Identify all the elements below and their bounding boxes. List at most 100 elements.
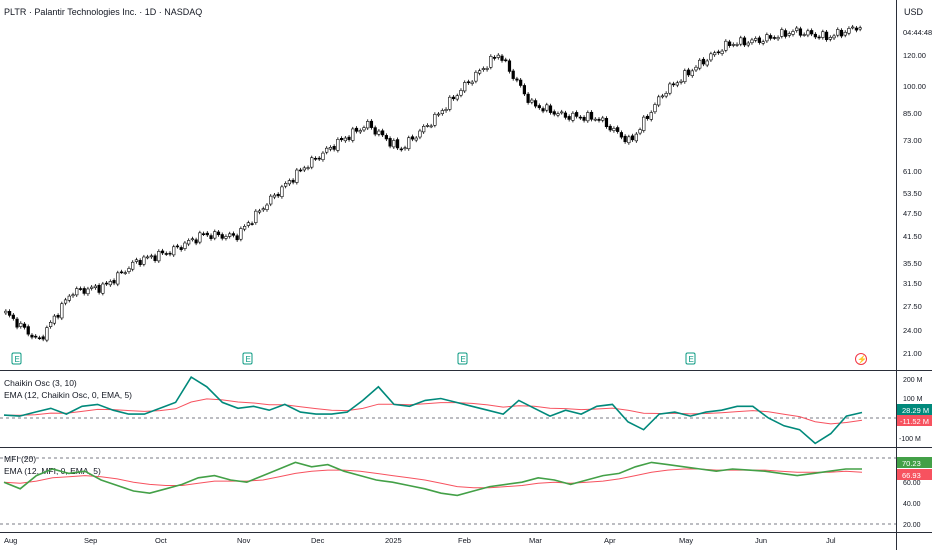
- candle-body: [720, 50, 724, 54]
- candle-body: [765, 34, 769, 42]
- chaikin-ema-label: -11.52 M: [900, 417, 929, 426]
- candle-body: [291, 179, 295, 183]
- candle-body: [34, 335, 38, 338]
- candle-body: [593, 118, 597, 121]
- candle-body: [280, 186, 284, 197]
- candle-body: [858, 27, 862, 30]
- candle-body: [366, 121, 370, 129]
- candle-body: [339, 138, 344, 141]
- mfi-tick: 60.00: [903, 480, 921, 487]
- candle-body: [146, 256, 150, 259]
- earnings-marker-box[interactable]: [457, 352, 468, 365]
- mfi-ema-badge: [897, 469, 932, 480]
- candle-body: [410, 136, 415, 140]
- candle-body: [645, 115, 650, 119]
- candle-body: [716, 51, 720, 54]
- candle-body: [709, 53, 713, 61]
- candle-body: [388, 138, 392, 147]
- candle-body: [742, 37, 747, 46]
- candle-body: [377, 130, 381, 135]
- candle-body: [56, 314, 60, 318]
- candle-body: [49, 321, 53, 327]
- time-label: Nov: [237, 536, 251, 545]
- candle-body: [754, 38, 758, 41]
- time-label: Aug: [4, 536, 17, 545]
- candle-body: [515, 78, 519, 81]
- price-tick: 24.00: [903, 326, 922, 335]
- candle-body: [672, 83, 676, 86]
- candle-body: [179, 247, 183, 250]
- candle-body: [727, 41, 732, 46]
- candle-body: [123, 272, 127, 274]
- candle-body: [216, 231, 221, 236]
- candle-body: [433, 113, 437, 126]
- candle-body: [67, 295, 71, 301]
- candle-body: [843, 31, 847, 36]
- candle-body: [533, 100, 538, 107]
- candle-body: [134, 259, 139, 262]
- candle-body: [683, 70, 687, 83]
- candle-body: [735, 44, 739, 46]
- candle-body: [802, 34, 806, 36]
- candle-body: [694, 66, 698, 71]
- candle-body: [828, 36, 832, 40]
- candle-body: [530, 99, 534, 103]
- price-axis[interactable]: 120.00 100.00 85.00 73.00 61.00 53.50 47…: [903, 51, 926, 358]
- candle-body: [422, 125, 426, 133]
- candle-body: [478, 70, 482, 74]
- candle-body: [563, 112, 568, 118]
- candle-body: [149, 255, 153, 258]
- candle-body: [75, 288, 79, 296]
- symbol-title: PLTR · Palantir Technologies Inc. · 1D ·…: [4, 7, 202, 17]
- mfi-line: [3, 461, 862, 497]
- candle-body: [851, 26, 855, 29]
- candle-body: [451, 96, 456, 100]
- candle-body: [832, 35, 836, 39]
- mfi-value-badge: [897, 457, 932, 468]
- candle-body: [817, 36, 821, 39]
- candle-body: [757, 37, 762, 43]
- mfi-ema-line: [3, 468, 863, 489]
- split-marker-circle[interactable]: [855, 353, 867, 365]
- price-tick: 31.50: [903, 279, 922, 288]
- candle-body: [787, 33, 791, 36]
- candle-body: [86, 288, 90, 295]
- earnings-marker-box[interactable]: [242, 352, 253, 365]
- candle-body: [724, 40, 728, 51]
- candle-body: [19, 322, 23, 327]
- candle-body: [399, 148, 403, 151]
- earnings-marker: E: [689, 355, 694, 364]
- candle-body: [608, 125, 612, 131]
- candle-body: [522, 85, 527, 95]
- candle-body: [209, 235, 213, 239]
- candle-body: [642, 116, 646, 131]
- candle-body: [231, 233, 236, 236]
- candle-body: [444, 109, 448, 111]
- candle-body: [552, 111, 556, 115]
- mfi-axis: 60.00 40.00 20.00: [903, 480, 921, 529]
- time-label: Oct: [155, 536, 168, 545]
- candle-body: [175, 245, 180, 248]
- candle-body: [332, 146, 336, 150]
- candle-body: [45, 327, 49, 341]
- candle-body: [328, 147, 333, 150]
- time-label: May: [679, 536, 693, 545]
- candle-body: [657, 96, 661, 106]
- candle-body: [698, 59, 702, 69]
- candle-body: [616, 127, 620, 132]
- time-label: 2025: [385, 536, 402, 545]
- candle-body: [425, 125, 430, 127]
- candle-body: [466, 81, 471, 84]
- candle-body: [265, 204, 269, 210]
- earnings-marker-box[interactable]: [685, 352, 696, 365]
- candle-body: [343, 137, 347, 142]
- candle-body: [545, 104, 549, 111]
- price-tick: 41.50: [903, 232, 922, 241]
- time-label: Dec: [311, 536, 325, 545]
- candle-body: [634, 133, 638, 142]
- candle-body: [761, 41, 765, 44]
- candle-body: [619, 132, 623, 138]
- time-axis[interactable]: Aug Sep Oct Nov Dec 2025 Feb Mar Apr May…: [4, 536, 836, 545]
- earnings-marker-box[interactable]: [11, 352, 22, 365]
